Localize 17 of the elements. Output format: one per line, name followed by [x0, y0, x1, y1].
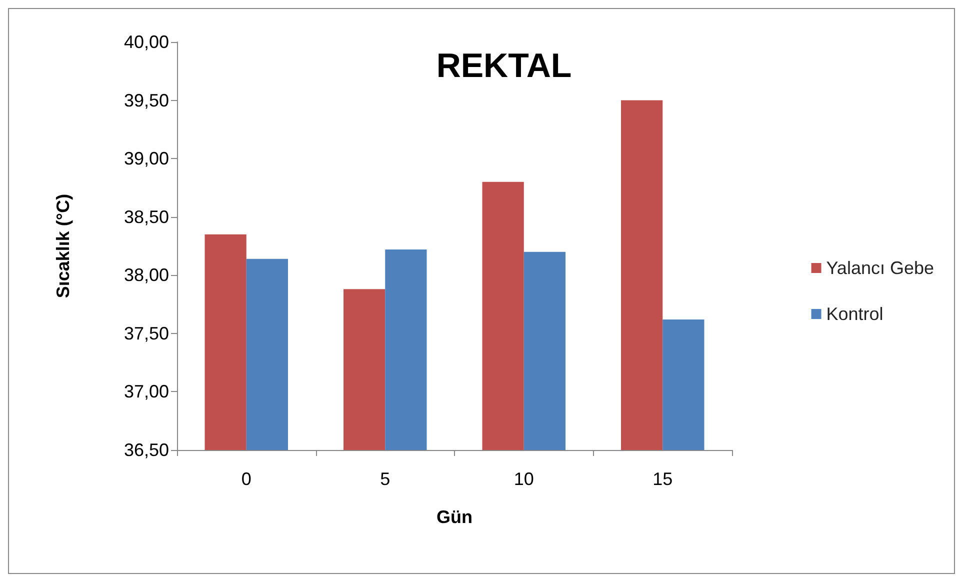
legend-label: Yalancı Gebe [826, 258, 934, 278]
y-axis-title: Sıcaklık (°C) [53, 194, 73, 298]
x-tick-label: 0 [241, 469, 252, 489]
y-tick-label: 38,50 [124, 206, 169, 227]
y-tick-label: 38,00 [124, 265, 169, 286]
y-tick-label: 40,00 [124, 32, 169, 52]
y-tick-label: 36,50 [124, 440, 169, 460]
x-tick-label: 5 [380, 469, 390, 489]
y-tick-label: 39,00 [124, 148, 169, 169]
y-tick-label: 39,50 [124, 90, 169, 110]
y-tick-label: 37,50 [124, 323, 169, 344]
x-tick-label: 10 [514, 469, 534, 489]
x-axis-title: Gün [436, 507, 472, 527]
chart-title: REKTAL [436, 47, 572, 85]
x-tick-label: 15 [652, 469, 673, 489]
y-tick-label: 37,00 [124, 382, 169, 402]
legend-label: Kontrol [826, 304, 884, 324]
